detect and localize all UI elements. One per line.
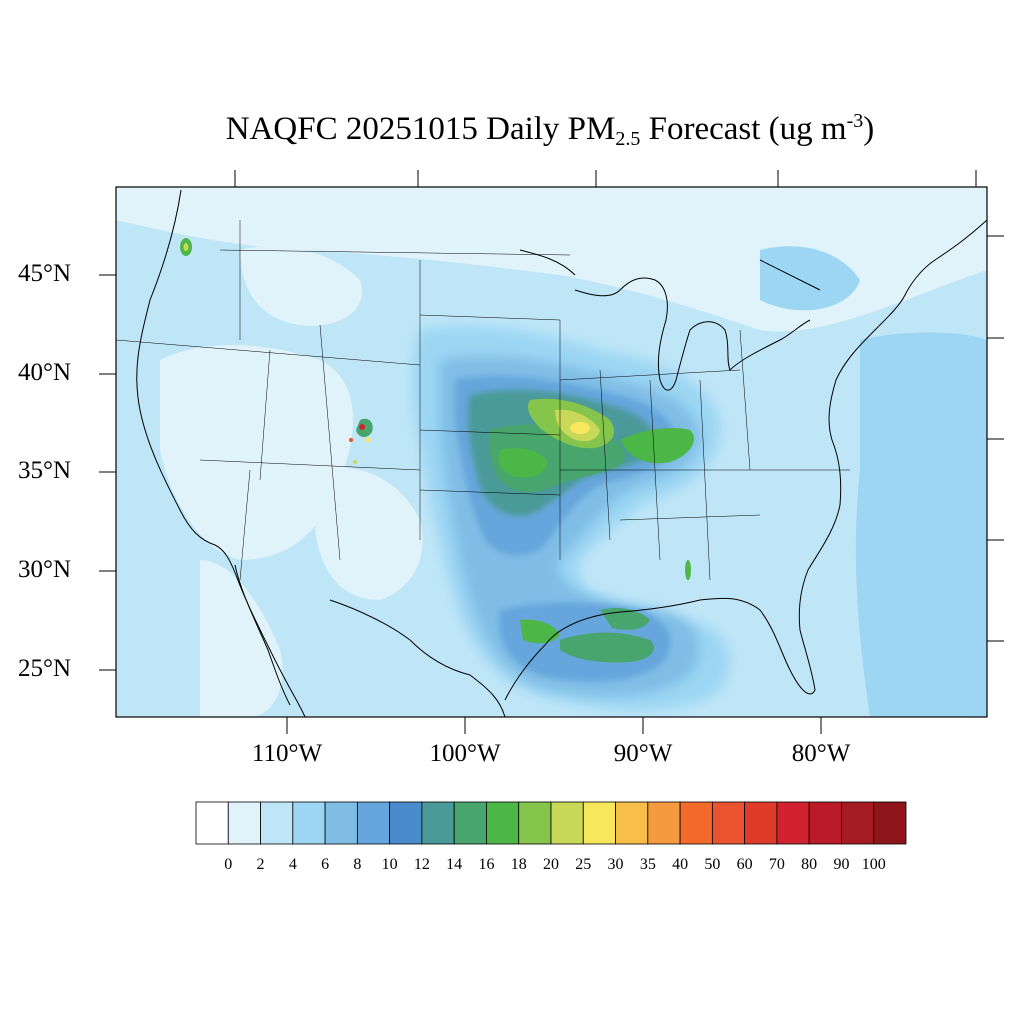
colorbar-swatch <box>615 801 649 845</box>
lat-label-40: 40°N <box>18 359 72 386</box>
lon-label-80w: 80°W <box>791 740 851 767</box>
lat-label-30: 30°N <box>18 556 72 583</box>
map-frame <box>115 186 988 718</box>
colorbar-label: 90 <box>833 856 850 873</box>
colorbar-label: 100 <box>861 856 886 873</box>
colorbar-swatch <box>260 801 294 845</box>
colorbar-swatch <box>776 801 810 845</box>
colorbar-swatch <box>356 801 391 845</box>
colorbar-label: 0 <box>224 856 233 873</box>
colorbar-swatch <box>486 801 520 845</box>
colorbar-label: 12 <box>413 856 430 873</box>
colorbar-label: 8 <box>353 856 362 873</box>
colorbar-swatch <box>518 801 552 845</box>
colorbar-label: 16 <box>478 856 495 873</box>
colorbar-swatch <box>550 801 584 845</box>
top-ticks <box>234 170 977 187</box>
colorbar-label: 4 <box>288 856 297 873</box>
bottom-ticks <box>286 717 822 734</box>
colorbar-swatch <box>873 801 907 845</box>
colorbar-swatch <box>744 801 778 845</box>
colorbar-swatch <box>292 801 326 845</box>
colorbar-label: 60 <box>736 856 753 873</box>
colorbar-swatch <box>421 801 455 845</box>
left-ticks <box>99 274 116 671</box>
map-boundaries <box>136 189 988 718</box>
colorbar-label: 10 <box>381 856 398 873</box>
lon-label-100w: 100°W <box>429 740 501 767</box>
colorbar-label: 14 <box>446 856 463 873</box>
colorbar-swatch <box>324 801 358 845</box>
colorbar-label: 30 <box>607 856 624 873</box>
right-ticks <box>987 235 1004 642</box>
colorbar-swatch <box>679 801 713 845</box>
colorbar-swatch <box>453 801 487 845</box>
colorbar-swatch <box>711 801 746 845</box>
colorbar-swatch <box>195 801 229 845</box>
colorbar-label: 40 <box>672 856 689 873</box>
colorbar-label: 2 <box>256 856 265 873</box>
colorbar-swatch <box>389 801 423 845</box>
colorbar-label: 35 <box>639 856 656 873</box>
colorbar-label: 50 <box>704 856 721 873</box>
lon-label-90w: 90°W <box>613 740 673 767</box>
colorbar-label: 20 <box>543 856 559 873</box>
colorbar <box>195 801 907 845</box>
colorbar-label: 18 <box>510 856 527 873</box>
state-borders <box>115 220 850 581</box>
colorbar-label: 25 <box>575 856 592 873</box>
colorbar-swatch <box>647 801 681 845</box>
lon-label-110w: 110°W <box>251 740 323 767</box>
colorbar-swatch <box>227 801 261 845</box>
colorbar-swatch <box>808 801 842 845</box>
colorbar-label: 6 <box>321 856 330 873</box>
lat-label-45: 45°N <box>18 260 72 287</box>
lat-label-35: 35°N <box>18 457 72 484</box>
colorbar-label: 80 <box>801 856 818 873</box>
colorbar-swatch <box>582 801 616 845</box>
colorbar-label: 70 <box>768 856 785 873</box>
lat-label-25: 25°N <box>18 655 72 682</box>
map-title: NAQFC 20251015 Daily PM2.5 Forecast (ug … <box>225 110 875 150</box>
colorbar-swatch <box>841 801 875 845</box>
